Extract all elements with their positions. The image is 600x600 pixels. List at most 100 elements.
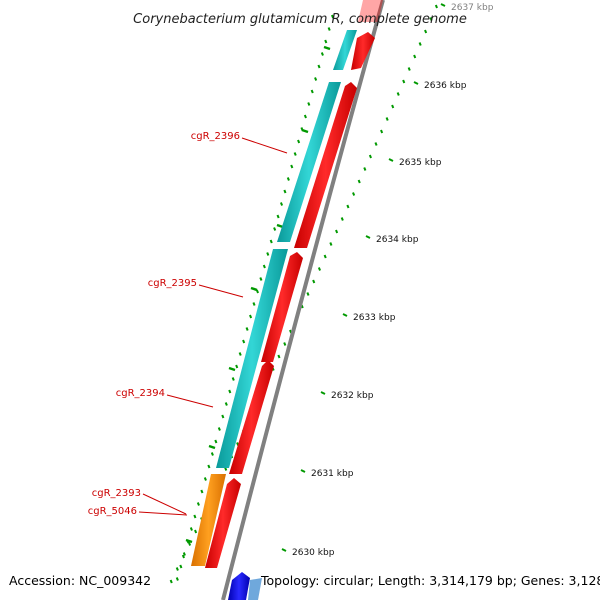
tick-dot	[200, 489, 204, 494]
tick-dot	[327, 27, 331, 31]
cds-segment	[333, 30, 357, 70]
kbp-label: 2635 kbp	[399, 158, 442, 168]
tick-dot	[266, 252, 270, 256]
tick-dot	[407, 67, 411, 71]
tick-dot	[340, 217, 344, 221]
gene-arrow	[229, 360, 274, 474]
cds-segment	[216, 249, 288, 468]
tick-dot	[203, 477, 207, 481]
tick-dot	[402, 79, 406, 84]
accession-label: Accession: NC_009342	[9, 573, 152, 588]
blue-gene	[228, 572, 250, 600]
tick-dot	[368, 154, 372, 159]
gene-leader-line	[166, 394, 214, 408]
gene-label[interactable]: cgR_2394	[116, 388, 165, 399]
gene-arrow	[294, 82, 357, 248]
cds-track	[191, 30, 357, 566]
inner-major-tick	[323, 45, 331, 51]
tick-dot	[314, 77, 318, 81]
kbp-tick-mark	[300, 469, 306, 473]
gene-leader-line	[142, 493, 187, 515]
gene-leader-line	[241, 137, 288, 154]
tick-dot	[228, 389, 232, 394]
inner-major-tick	[250, 286, 258, 292]
inner-tick-row	[175, 14, 335, 581]
tick-dot	[297, 139, 301, 144]
tick-dot	[418, 42, 422, 46]
tick-dot	[175, 567, 179, 571]
tick-dot	[385, 117, 389, 121]
tick-dot	[194, 529, 198, 534]
gene-arrow	[351, 32, 375, 70]
kbp-label: 2634 kbp	[376, 235, 419, 245]
tick-dot	[283, 342, 287, 346]
kbp-labels: 2637 kbp 2636 kbp 2635 kbp 2634 kbp 2633 kbp…	[281, 3, 494, 558]
tick-dot	[424, 29, 428, 34]
tick-dot	[320, 52, 324, 56]
tick-dot	[235, 364, 239, 369]
tick-dot	[317, 267, 321, 271]
gene-label[interactable]: cgR_5046	[88, 506, 137, 517]
gene-label[interactable]: cgR_2393	[92, 488, 141, 499]
cds-segment-orange	[191, 474, 226, 566]
tick-dot	[193, 514, 197, 519]
tick-dot	[312, 279, 316, 284]
tick-dot	[273, 227, 277, 231]
tick-dot	[324, 39, 328, 44]
inner-major-tick	[185, 538, 193, 544]
kbp-label: 2630 kbp	[292, 548, 335, 558]
kbp-tick-mark	[413, 81, 419, 85]
tick-dot	[189, 527, 193, 531]
tick-dot	[231, 377, 235, 381]
tick-dot	[259, 277, 263, 281]
tick-dot	[396, 92, 400, 96]
gene-label[interactable]: cgR_2396	[191, 131, 240, 142]
kbp-tick-mark	[320, 391, 326, 395]
kbp-tick-mark	[342, 313, 348, 317]
tick-dot	[306, 292, 310, 296]
gene-arrow-top	[358, 0, 383, 22]
gene-leader-line	[198, 284, 244, 298]
tick-dot	[357, 179, 361, 184]
tick-dot	[352, 192, 356, 196]
light-blue-gene	[248, 578, 262, 600]
tick-dot	[276, 214, 280, 219]
tick-dot	[293, 152, 297, 156]
inner-major-tick	[228, 366, 236, 372]
tick-dot	[249, 314, 253, 319]
tick-dot	[380, 129, 384, 134]
genome-title: Corynebacterium glutamicum R, complete g…	[133, 12, 467, 27]
tick-dot	[224, 402, 228, 406]
tick-dot	[413, 54, 417, 59]
tick-dot	[317, 64, 321, 69]
tick-dot	[331, 14, 335, 19]
tick-dot	[434, 4, 438, 9]
gene-label[interactable]: cgR_2395	[148, 278, 197, 289]
kbp-label: 2631 kbp	[311, 469, 354, 479]
tick-dot	[262, 264, 266, 269]
kbp-label: 2633 kbp	[353, 313, 396, 323]
tick-dot	[252, 302, 256, 306]
tick-dot	[207, 464, 211, 469]
gene-leader-line	[138, 511, 188, 516]
kbp-tick-mark	[388, 158, 394, 162]
tick-dot	[245, 327, 249, 331]
tick-dot	[179, 564, 183, 569]
tick-dot	[277, 354, 281, 359]
tick-dot	[307, 102, 311, 106]
cds-segment	[277, 82, 341, 242]
tick-dot	[329, 242, 333, 246]
tick-dot	[279, 202, 284, 206]
tick-dot	[217, 427, 221, 431]
tick-dot	[221, 414, 225, 419]
tick-dot	[391, 104, 395, 109]
kbp-tick-mark	[365, 235, 371, 239]
gene-track	[205, 0, 383, 568]
tick-dot	[335, 229, 339, 234]
genome-backbone	[221, 0, 385, 600]
kbp-tick-mark	[440, 3, 446, 7]
kbp-label: 2637 kbp	[451, 3, 494, 13]
tick-dot	[175, 577, 179, 581]
kbp-label: 2636 kbp	[424, 81, 467, 91]
